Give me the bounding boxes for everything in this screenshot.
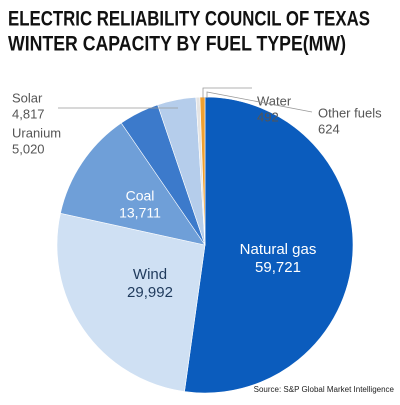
value-label: 5,020 bbox=[12, 141, 45, 156]
value-label: 492 bbox=[257, 109, 279, 124]
slice-label: Wind bbox=[133, 266, 167, 283]
slice-label: Solar bbox=[12, 90, 43, 105]
value-label: 4,817 bbox=[12, 106, 45, 121]
slice-label: Water bbox=[257, 93, 292, 108]
slice-label: Natural gas bbox=[240, 241, 317, 258]
chart-title: ELECTRIC RELIABILITY COUNCIL OF TEXAS bbox=[8, 8, 370, 31]
value-label: 59,721 bbox=[255, 259, 301, 276]
slice-label: Coal bbox=[126, 188, 155, 204]
pie-slice bbox=[56, 212, 206, 392]
value-label: 624 bbox=[318, 121, 340, 136]
value-label: 13,711 bbox=[119, 205, 161, 221]
leader-line bbox=[206, 91, 313, 113]
pie-slice bbox=[199, 96, 206, 246]
source: Source: S&P Global Market Intelligence bbox=[254, 385, 395, 394]
value-label: 29,992 bbox=[127, 284, 173, 301]
slice-label: Other fuels bbox=[318, 105, 382, 120]
leader-line bbox=[202, 87, 252, 98]
slice-label: Uranium bbox=[12, 125, 61, 140]
pie-slice bbox=[60, 122, 206, 246]
pie-slice bbox=[184, 96, 354, 394]
chart-title: WINTER CAPACITY BY FUEL TYPE(MW) bbox=[8, 33, 346, 56]
